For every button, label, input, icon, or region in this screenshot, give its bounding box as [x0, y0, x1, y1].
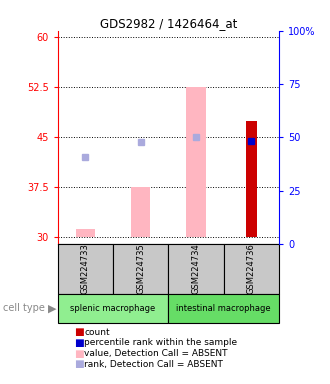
Bar	[168, 244, 223, 294]
Text: splenic macrophage: splenic macrophage	[70, 304, 156, 313]
Text: GSM224735: GSM224735	[136, 243, 145, 294]
Text: cell type: cell type	[3, 303, 45, 313]
Text: GSM224733: GSM224733	[81, 243, 90, 294]
Bar	[224, 244, 279, 294]
Text: value, Detection Call = ABSENT: value, Detection Call = ABSENT	[84, 349, 228, 358]
Bar	[76, 229, 95, 237]
Text: ■: ■	[74, 338, 84, 348]
Bar	[113, 244, 168, 294]
Text: ■: ■	[74, 349, 84, 359]
Bar	[131, 187, 150, 237]
Text: intestinal macrophage: intestinal macrophage	[176, 304, 271, 313]
Bar	[186, 87, 206, 237]
Text: count: count	[84, 328, 110, 337]
Bar	[246, 121, 256, 237]
Text: GSM224734: GSM224734	[191, 243, 200, 294]
Text: GSM224736: GSM224736	[247, 243, 256, 294]
Text: rank, Detection Call = ABSENT: rank, Detection Call = ABSENT	[84, 360, 223, 369]
Bar	[58, 244, 113, 294]
Text: percentile rank within the sample: percentile rank within the sample	[84, 338, 237, 348]
Bar	[168, 294, 279, 323]
Text: ■: ■	[74, 359, 84, 369]
Title: GDS2982 / 1426464_at: GDS2982 / 1426464_at	[100, 17, 237, 30]
Bar	[58, 294, 168, 323]
Text: ■: ■	[74, 327, 84, 337]
Text: ▶: ▶	[48, 303, 56, 313]
